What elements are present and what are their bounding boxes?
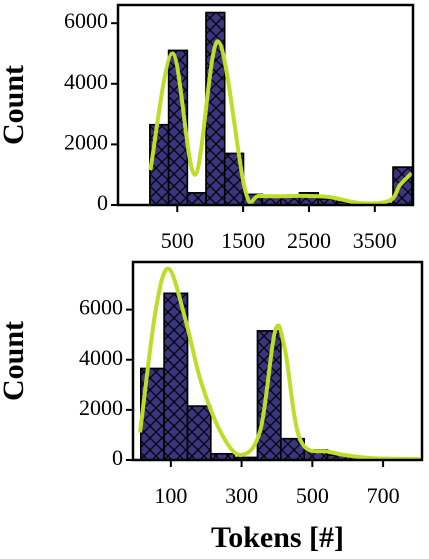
y-tick-label: 6000 [79, 295, 123, 320]
x-axis-label: Tokens [#] [211, 521, 344, 554]
histogram-plot [138, 266, 422, 461]
y-tick-label: 2000 [64, 129, 108, 154]
y-tick-label: 0 [112, 445, 123, 470]
y-tick-label: 0 [97, 190, 108, 215]
axes-frame [116, 3, 415, 207]
bar-hatch [256, 330, 282, 461]
kde-line [148, 39, 414, 206]
bar-hatch [186, 192, 207, 206]
x-tick-label: 100 [154, 483, 187, 508]
y-tick-label: 6000 [64, 8, 108, 33]
x-tick-label: 300 [225, 483, 258, 508]
y-tick-label: 4000 [79, 345, 123, 370]
x-tick-label: 500 [161, 228, 194, 253]
axes-frame [131, 260, 424, 462]
y-tick-label: 2000 [79, 395, 123, 420]
x-tick-label: 3500 [353, 228, 397, 253]
x-tick-label: 700 [367, 483, 400, 508]
kde-line [138, 266, 420, 461]
bar-hatch [186, 405, 212, 461]
histogram-plot [148, 11, 414, 206]
x-tick-label: 2500 [287, 228, 331, 253]
bar-hatch [392, 166, 413, 206]
y-tick-label: 4000 [64, 69, 108, 94]
x-tick-label: 500 [296, 483, 329, 508]
y-axis-label: Count [0, 65, 30, 145]
x-tick-label: 1500 [221, 228, 265, 253]
y-axis-label: Count [0, 321, 30, 401]
